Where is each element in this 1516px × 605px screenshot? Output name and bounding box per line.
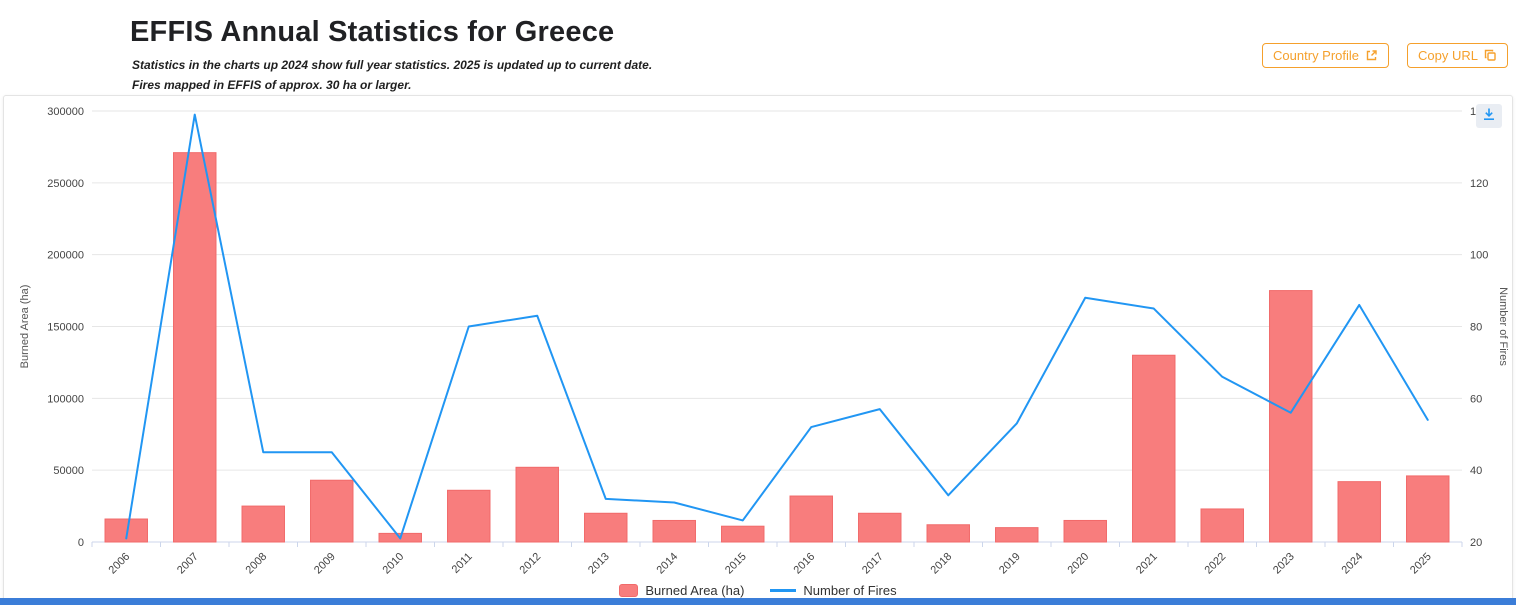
svg-text:Burned Area (ha): Burned Area (ha) (19, 285, 31, 369)
chart-card: 0 50000 100000 150000 200000 250000 300000 20 40… (3, 95, 1513, 603)
svg-text:2007: 2007 (175, 551, 201, 577)
svg-text:Number of Fires: Number of Fires (1497, 287, 1509, 366)
page-title: EFFIS Annual Statistics for Greece (130, 16, 615, 48)
download-icon (1482, 107, 1496, 126)
footer-accent-bar (0, 598, 1516, 605)
legend-label-number-of-fires: Number of Fires (803, 583, 897, 598)
svg-text:150000: 150000 (47, 322, 84, 334)
svg-text:2023: 2023 (1271, 551, 1297, 577)
svg-text:2020: 2020 (1066, 551, 1092, 577)
combo-chart: 0 50000 100000 150000 200000 250000 300000 20 40… (19, 106, 1509, 577)
header-buttons: Country Profile Copy URL (1262, 43, 1508, 68)
burned-area-swatch (619, 584, 639, 597)
svg-text:20: 20 (1470, 537, 1482, 549)
svg-text:2015: 2015 (723, 551, 749, 577)
svg-text:0: 0 (78, 537, 84, 549)
svg-text:2022: 2022 (1203, 551, 1229, 577)
svg-text:2016: 2016 (792, 551, 818, 577)
external-link-icon (1365, 49, 1378, 62)
chart-legend: Burned Area (ha) Number of Fires (4, 583, 1512, 598)
copy-url-label: Copy URL (1418, 48, 1478, 63)
svg-text:2010: 2010 (381, 551, 407, 577)
legend-label-burned-area: Burned Area (ha) (645, 583, 745, 598)
svg-text:2014: 2014 (655, 551, 681, 577)
svg-text:2006: 2006 (107, 551, 133, 577)
number-of-fires-swatch (770, 589, 797, 592)
legend-item-number-of-fires[interactable]: Number of Fires (770, 583, 897, 598)
svg-text:80: 80 (1470, 322, 1482, 334)
svg-text:100000: 100000 (47, 393, 84, 405)
svg-text:40: 40 (1470, 465, 1482, 477)
subtitle-line-2: Fires mapped in EFFIS of approx. 30 ha o… (132, 78, 412, 92)
copy-icon (1484, 49, 1497, 62)
svg-text:200000: 200000 (47, 250, 84, 262)
svg-text:2013: 2013 (586, 551, 612, 577)
country-profile-label: Country Profile (1273, 48, 1360, 63)
svg-text:2017: 2017 (860, 551, 886, 577)
svg-text:100: 100 (1470, 250, 1488, 262)
svg-text:2018: 2018 (929, 551, 955, 577)
chart-download-button[interactable] (1476, 104, 1502, 128)
svg-text:2008: 2008 (244, 551, 270, 577)
svg-text:250000: 250000 (47, 178, 84, 190)
svg-text:2025: 2025 (1408, 551, 1434, 577)
svg-text:2011: 2011 (450, 551, 475, 576)
copy-url-button[interactable]: Copy URL (1407, 43, 1508, 68)
subtitle-line-1: Statistics in the charts up 2024 show fu… (132, 58, 653, 72)
country-profile-button[interactable]: Country Profile (1262, 43, 1390, 68)
svg-text:2021: 2021 (1134, 551, 1160, 577)
page-header: EFFIS Annual Statistics for Greece Stati… (0, 0, 1516, 95)
legend-item-burned-area[interactable]: Burned Area (ha) (619, 583, 744, 598)
svg-text:300000: 300000 (47, 106, 84, 118)
svg-text:50000: 50000 (53, 465, 84, 477)
svg-text:60: 60 (1470, 393, 1482, 405)
svg-text:2009: 2009 (312, 551, 338, 577)
svg-text:2012: 2012 (518, 551, 544, 577)
svg-text:2019: 2019 (997, 551, 1023, 577)
svg-text:2024: 2024 (1340, 551, 1366, 577)
svg-text:120: 120 (1470, 178, 1488, 190)
